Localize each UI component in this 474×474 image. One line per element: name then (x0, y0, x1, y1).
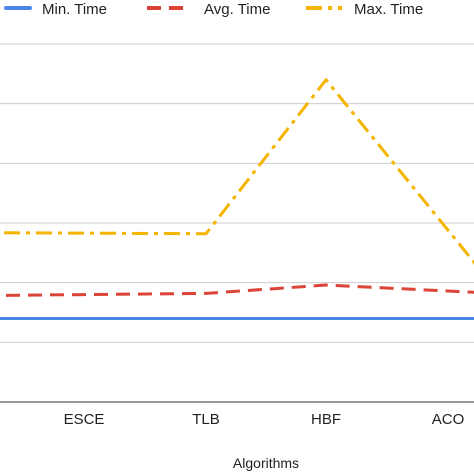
x-tick-label-esce: ESCE (64, 411, 105, 428)
x-axis-title: Algorithms (233, 455, 299, 471)
x-tick-label-hbf: HBF (311, 411, 341, 428)
legend-item-max-time: Max. Time (306, 1, 423, 18)
series-lines (0, 78, 474, 320)
legend-item-avg-time: Avg. Time (147, 1, 270, 18)
legend-label-min-time: Min. Time (42, 1, 107, 18)
legend-label-max-time: Max. Time (354, 1, 423, 18)
x-tick-label-tlb: TLB (192, 411, 220, 428)
legend-label-avg-time: Avg. Time (204, 1, 270, 18)
legend-item-min-time: Min. Time (4, 1, 107, 18)
legend: Min. Time Avg. Time Max. Time (4, 1, 423, 18)
gridlines (0, 43, 474, 403)
series-line-avg-time (0, 283, 474, 297)
x-tick-label-aco: ACO (432, 411, 465, 428)
x-axis-tick-labels: ESCE TLB HBF ACO (64, 411, 465, 428)
series-line-max-time (0, 78, 474, 265)
